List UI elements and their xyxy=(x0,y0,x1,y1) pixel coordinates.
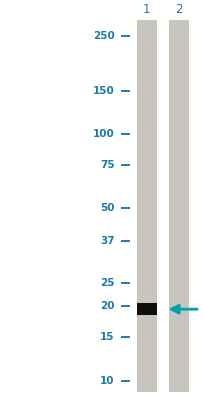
Bar xyxy=(136,20,156,392)
Text: 75: 75 xyxy=(100,160,114,170)
Text: 25: 25 xyxy=(100,278,114,288)
Text: 2: 2 xyxy=(174,3,182,16)
Text: 250: 250 xyxy=(93,31,114,41)
Bar xyxy=(136,304,156,315)
Text: 15: 15 xyxy=(100,332,114,342)
Text: 1: 1 xyxy=(142,3,150,16)
Text: 100: 100 xyxy=(93,129,114,139)
Text: 20: 20 xyxy=(100,302,114,312)
Bar xyxy=(168,20,188,392)
Text: 50: 50 xyxy=(100,203,114,213)
Text: 37: 37 xyxy=(100,236,114,246)
Text: 10: 10 xyxy=(100,376,114,386)
Text: 150: 150 xyxy=(93,86,114,96)
